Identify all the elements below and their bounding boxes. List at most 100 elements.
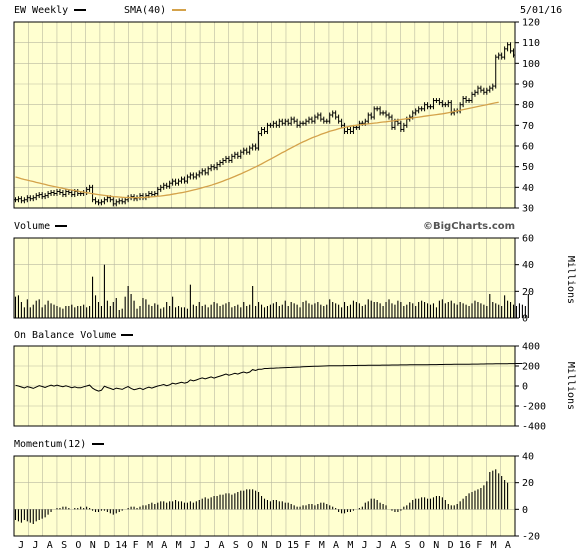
ohlc-bar: [500, 52, 504, 60]
momentum-tick-label: 0: [522, 505, 528, 516]
ohlc-bar: [372, 106, 376, 120]
ohlc-bar: [52, 190, 56, 197]
x-tick-label: A: [161, 540, 167, 551]
x-tick-label: M: [147, 540, 153, 551]
volume-tick-label: 20: [522, 287, 534, 298]
volume-bars: [14, 264, 529, 318]
ohlc-bar: [200, 168, 204, 176]
momentum-title: Momentum(12): [14, 439, 86, 450]
ohlc-bar: [46, 191, 50, 199]
x-tick-label: J: [362, 540, 368, 551]
price-plot-bg: [14, 22, 515, 208]
x-tick-label: 14: [115, 540, 127, 551]
ohlc-bar: [470, 91, 474, 104]
ohlc-bar: [295, 118, 299, 128]
ohlc-bar: [248, 145, 252, 155]
obv-title: On Balance Volume: [14, 330, 116, 341]
ohlc-bar: [283, 118, 287, 126]
ohlc-bar: [319, 112, 323, 122]
obv-panel: On Balance Volume -400 -200 0 200 400 Millio…: [13, 330, 576, 433]
volume-plot-bg: [14, 238, 515, 318]
ohlc-bar: [203, 168, 207, 176]
ohlc-bar: [387, 112, 391, 120]
ohlc-bar: [420, 106, 424, 112]
momentum-plot-bg: [14, 456, 515, 536]
ohlc-bar: [218, 160, 222, 168]
obv-line: [15, 363, 523, 392]
ohlc-bar: [426, 102, 430, 110]
volume-tick-label: 40: [522, 260, 534, 271]
ohlc-bar: [322, 116, 326, 124]
sma-legend-label: SMA(40): [124, 5, 166, 16]
price-tick-label: 80: [522, 100, 534, 111]
price-tick-label: 30: [522, 204, 534, 215]
ohlc-bar: [171, 178, 175, 186]
ohlc-bar: [37, 192, 41, 199]
ohlc-bar: [482, 87, 486, 95]
ohlc-bar: [268, 122, 272, 128]
ohlc-bar: [325, 118, 329, 124]
momentum-tick-label: 40: [522, 452, 534, 463]
ohlc-bar: [49, 190, 53, 197]
ohlc-bar: [114, 199, 118, 207]
price-tick-label: 100: [522, 59, 540, 70]
ohlc-bar: [473, 89, 477, 97]
price-y-ticks: 30 40 50 60 70 80 90 100 110 120: [515, 18, 540, 215]
ohlc-bar: [40, 192, 44, 200]
ohlc-bar: [298, 120, 302, 128]
ohlc-bar: [16, 196, 20, 203]
sma-line: [15, 101, 499, 199]
x-tick-label: N: [90, 540, 96, 551]
ohlc-bar: [94, 197, 98, 205]
ohlc-bar: [337, 114, 341, 124]
ohlc-bar: [467, 98, 471, 104]
ohlc-bar: [351, 124, 355, 135]
ohlc-bar: [476, 85, 480, 95]
x-tick-label: O: [419, 540, 425, 551]
price-tick-label: 50: [522, 162, 534, 173]
ohlc-bar: [28, 195, 32, 202]
ohlc-bar: [99, 199, 103, 206]
ohlc-bar: [162, 182, 166, 190]
momentum-plot-border: [13, 455, 516, 537]
ohlc-bar: [257, 131, 261, 151]
x-tick-label: N: [433, 540, 439, 551]
ohlc-bar: [179, 176, 183, 184]
ohlc-bar: [289, 116, 293, 126]
ohlc-bar: [509, 42, 513, 54]
ohlc-bar: [22, 197, 26, 204]
volume-plot-border: [13, 237, 516, 319]
ohlc-bar: [96, 199, 100, 206]
ohlc-bar: [233, 151, 237, 159]
ohlc-bar: [366, 112, 370, 124]
momentum-bars: [14, 469, 509, 524]
ohlc-bar: [61, 190, 65, 198]
volume-tick-label: 60: [522, 234, 534, 245]
x-tick-label: A: [219, 540, 225, 551]
x-tick-label: F: [476, 540, 482, 551]
ohlc-bar: [70, 190, 74, 198]
ohlc-bar: [384, 110, 388, 118]
ohlc-bar: [440, 100, 444, 108]
ohlc-bar: [174, 178, 178, 186]
obv-tick-label: -200: [522, 402, 546, 413]
obv-y-ticks: -400 -200 0 200 400: [515, 342, 546, 433]
ohlc-bar: [245, 147, 249, 155]
volume-panel: Volume 0 20 40 60 Millions: [13, 221, 576, 325]
volume-title: Volume: [14, 221, 50, 232]
x-tick-label: O: [247, 540, 253, 551]
ohlc-bar: [301, 120, 305, 126]
x-tick-label: N: [261, 540, 267, 551]
ohlc-bar: [185, 174, 189, 184]
ohlc-bar: [304, 118, 308, 126]
ohlc-bar: [239, 149, 243, 159]
ohlc-bar: [165, 182, 169, 189]
ohlc-bar: [43, 193, 47, 200]
momentum-tick-label: 20: [522, 478, 534, 489]
ohlc-bar: [331, 110, 335, 118]
x-tick-label: A: [390, 540, 396, 551]
ohlc-bar: [292, 116, 296, 124]
ohlc-bar: [168, 180, 172, 189]
ohlc-bar: [488, 85, 492, 93]
